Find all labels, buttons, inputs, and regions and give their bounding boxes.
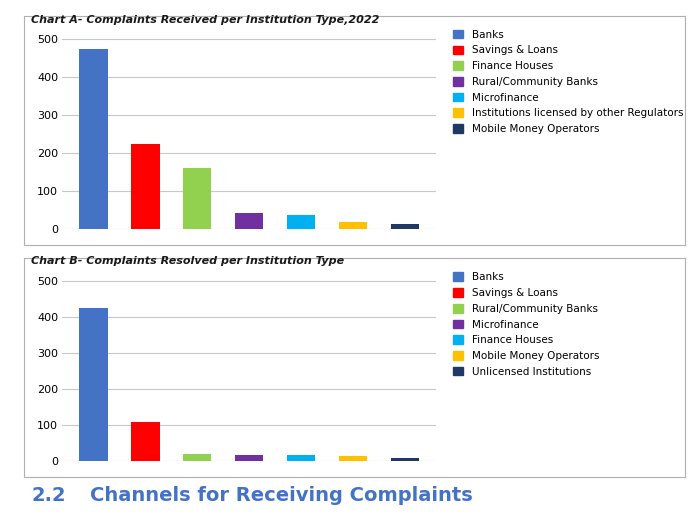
- Bar: [131, 422, 160, 461]
- Bar: [286, 215, 316, 229]
- Text: 2.2: 2.2: [31, 486, 66, 505]
- Bar: [338, 222, 367, 229]
- Text: Chart B- Complaints Resolved per Institution Type: Chart B- Complaints Resolved per Institu…: [31, 256, 344, 266]
- Bar: [390, 223, 419, 229]
- Bar: [286, 455, 316, 461]
- Text: Channels for Receiving Complaints: Channels for Receiving Complaints: [90, 486, 473, 505]
- Legend: Banks, Savings & Loans, Rural/Community Banks, Microfinance, Finance Houses, Mob: Banks, Savings & Loans, Rural/Community …: [451, 270, 601, 379]
- Bar: [338, 456, 367, 461]
- Bar: [79, 308, 108, 461]
- Bar: [235, 455, 264, 461]
- Bar: [390, 458, 419, 461]
- Bar: [79, 50, 108, 229]
- Bar: [183, 169, 212, 229]
- Legend: Banks, Savings & Loans, Finance Houses, Rural/Community Banks, Microfinance, Ins: Banks, Savings & Loans, Finance Houses, …: [451, 27, 685, 136]
- Text: Chart A- Complaints Received per Institution Type,2022: Chart A- Complaints Received per Institu…: [31, 15, 379, 25]
- Bar: [235, 213, 264, 229]
- Bar: [131, 144, 160, 229]
- Bar: [183, 454, 212, 461]
